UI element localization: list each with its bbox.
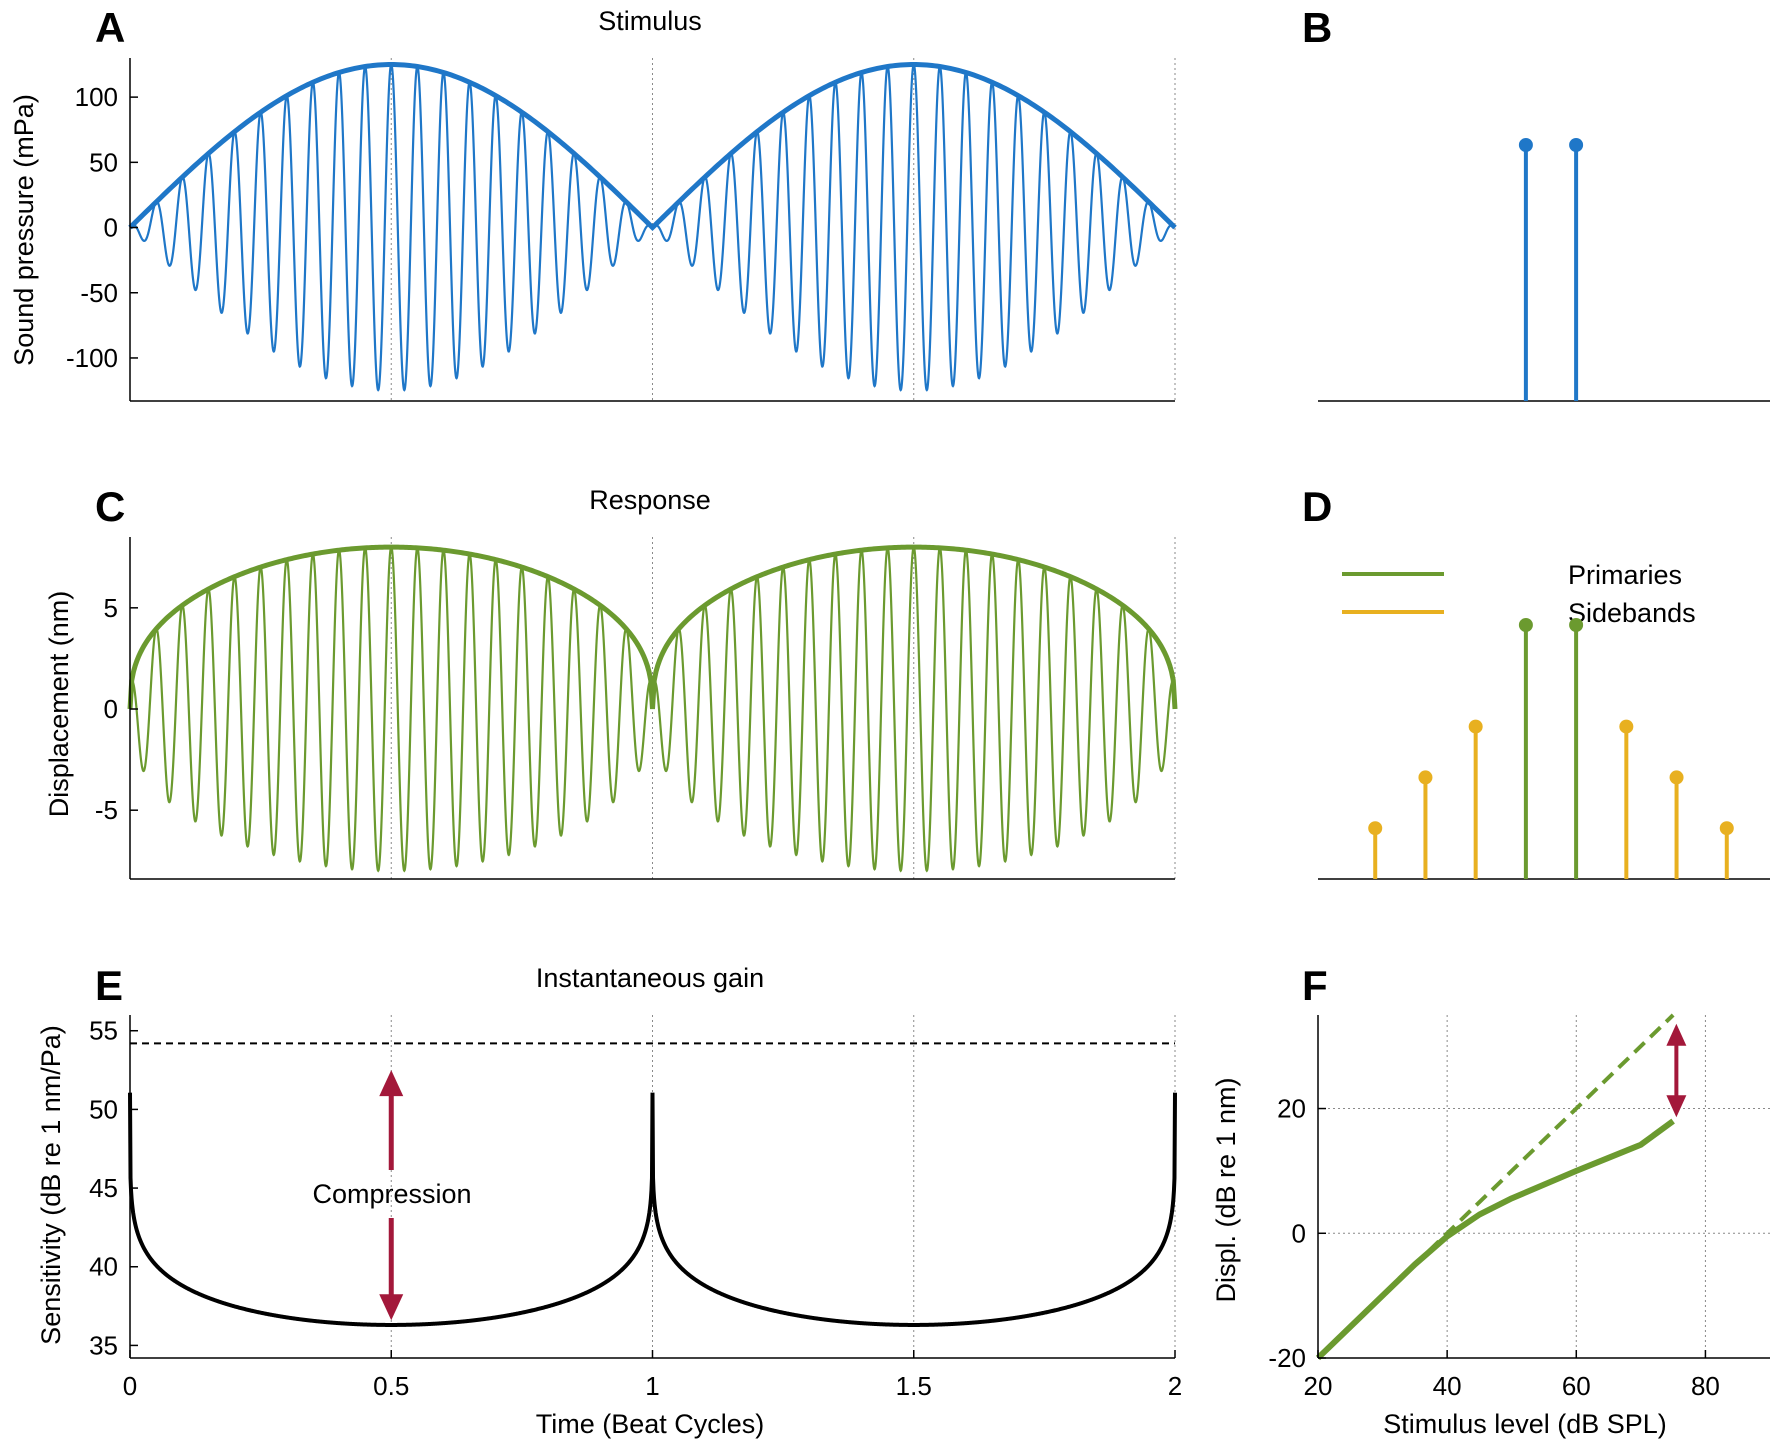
gain-line — [128, 1092, 1177, 1327]
panel-b-stem-marker-1 — [1569, 138, 1584, 152]
panel-a-plot: -100 -50 0 50 100 — [66, 58, 1177, 402]
panel-b-plot — [1318, 138, 1770, 402]
linear-growth-line — [1316, 1013, 1675, 1360]
panel-d-legend: Primaries Sidebands — [1342, 560, 1696, 628]
panel-e-title: Instantaneous gain — [536, 963, 764, 993]
panel-c-ytick-label-2: 5 — [104, 593, 118, 623]
panel-f-xtick-label-1: 40 — [1433, 1371, 1462, 1401]
panel-f-ytick-label-1: 0 — [1292, 1218, 1306, 1248]
panel-d-stem-marker-1 — [1418, 770, 1433, 785]
legend-sidebands-label: Sidebands — [1568, 598, 1696, 628]
panel-e-xtick-label-3: 1.5 — [896, 1371, 932, 1401]
compression-label: Compression — [312, 1179, 471, 1209]
gain-difference-arrow-head-down — [1666, 1095, 1687, 1118]
panel-b-stem-marker-0 — [1518, 138, 1533, 152]
panel-e-ytick-label-3: 50 — [89, 1094, 118, 1124]
panel-f-ylabel: Displ. (dB re 1 nm) — [1211, 1077, 1241, 1302]
panel-a-ytick-label-4: 100 — [75, 82, 118, 112]
panel-d-stem-marker-5 — [1619, 719, 1634, 734]
panel-f-xlabel: Stimulus level (dB SPL) — [1383, 1409, 1667, 1439]
panel-f-xtick-label-3: 80 — [1691, 1371, 1720, 1401]
panel-e-ylabel: Sensitivity (dB re 1 nm/Pa) — [36, 1025, 66, 1345]
panel-letter-c: C — [95, 483, 125, 530]
panel-a-ytick-label-2: 0 — [104, 213, 118, 243]
panel-e-ytick-label-4: 55 — [89, 1016, 118, 1046]
panel-f-xtick-label-2: 60 — [1562, 1371, 1591, 1401]
panel-f-ytick-label-2: 20 — [1277, 1094, 1306, 1124]
panel-e-xlabel: Time (Beat Cycles) — [536, 1409, 765, 1439]
panel-e-xtick-label-1: 0.5 — [373, 1371, 409, 1401]
legend-primaries-label: Primaries — [1568, 560, 1682, 590]
panel-c-plot: -5 0 5 — [95, 537, 1178, 880]
compression-arrow-head-down — [379, 1294, 404, 1321]
panel-f-plot: -20 0 20 20 40 60 80 — [1268, 1013, 1770, 1401]
panel-e-plot: 35 40 45 50 55 0 0.5 1 1.5 2 — [89, 1015, 1182, 1401]
panel-d-stem-marker-2 — [1468, 719, 1483, 734]
panel-a-ytick-label-3: 50 — [89, 147, 118, 177]
panel-c-ylabel: Displacement (nm) — [44, 591, 74, 818]
panel-letter-f: F — [1302, 962, 1328, 1009]
panel-a-ytick-label-0: -100 — [66, 343, 118, 373]
gain-difference-arrow-head-up — [1666, 1023, 1687, 1046]
panel-c-title: Response — [589, 485, 711, 515]
panel-e-xtick-label-0: 0 — [123, 1371, 137, 1401]
panel-letter-b: B — [1302, 4, 1332, 51]
panel-d-stem-marker-6 — [1669, 770, 1684, 785]
panel-e-xtick-label-4: 2 — [1168, 1371, 1182, 1401]
panel-e-ytick-label-1: 40 — [89, 1252, 118, 1282]
compression-arrow-head-up — [379, 1070, 404, 1097]
panel-c-ytick-label-1: 0 — [104, 694, 118, 724]
panel-e-xtick-label-2: 1 — [645, 1371, 659, 1401]
panel-f-ytick-label-0: -20 — [1268, 1343, 1306, 1373]
compressive-growth-line — [1315, 1118, 1675, 1361]
panel-letter-d: D — [1302, 483, 1332, 530]
panel-e-ytick-label-2: 45 — [89, 1173, 118, 1203]
panel-a-ylabel: Sound pressure (mPa) — [9, 94, 39, 366]
panel-e-ytick-label-0: 35 — [89, 1330, 118, 1360]
panel-letter-e: E — [95, 962, 123, 1009]
panel-f-xtick-label-0: 20 — [1304, 1371, 1333, 1401]
panel-c-ytick-label-0: -5 — [95, 795, 118, 825]
panel-d-stem-marker-4 — [1569, 618, 1584, 632]
panel-d-stem-marker-7 — [1719, 821, 1734, 836]
panel-a-ytick-label-1: -50 — [80, 278, 118, 308]
panel-d-stem-marker-0 — [1368, 821, 1383, 836]
panel-d-stem-marker-3 — [1518, 618, 1533, 632]
panel-d-plot — [1318, 618, 1770, 880]
response-envelope-line — [127, 544, 1178, 710]
panel-a-title: Stimulus — [598, 6, 702, 36]
stimulus-envelope-line — [128, 62, 1177, 232]
panel-letter-a: A — [95, 4, 125, 51]
